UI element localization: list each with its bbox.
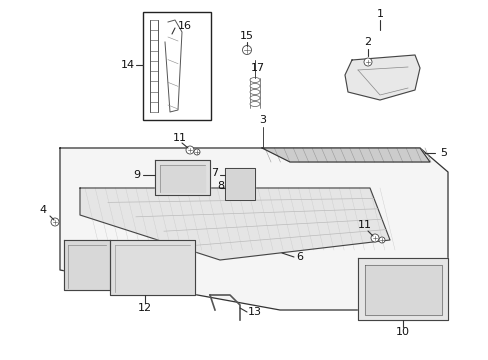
Text: 12: 12 [138,303,152,313]
Polygon shape [364,265,441,315]
Text: 16: 16 [178,21,192,31]
Text: 6: 6 [295,252,303,262]
Ellipse shape [249,102,260,107]
Circle shape [370,234,378,242]
Circle shape [185,146,194,154]
Circle shape [363,58,371,66]
Text: 7: 7 [210,168,218,178]
Text: 8: 8 [217,181,224,191]
Text: 4: 4 [40,205,46,215]
Ellipse shape [249,84,260,89]
Polygon shape [60,148,447,310]
Ellipse shape [249,77,260,82]
Text: 13: 13 [247,307,262,317]
Circle shape [378,237,384,243]
Text: 17: 17 [250,63,264,73]
Circle shape [242,45,251,54]
Polygon shape [224,168,254,200]
Circle shape [51,218,59,226]
Text: 11: 11 [173,133,186,143]
Polygon shape [64,240,110,290]
Polygon shape [110,240,195,295]
Text: 3: 3 [259,115,266,125]
Text: 5: 5 [439,148,446,158]
Text: 9: 9 [133,170,140,180]
Text: 14: 14 [121,60,135,70]
Circle shape [194,149,200,155]
Polygon shape [80,188,389,260]
Text: 10: 10 [395,327,409,337]
Text: 1: 1 [376,9,383,19]
Ellipse shape [249,95,260,100]
Polygon shape [262,148,429,162]
Polygon shape [160,165,204,192]
Text: 2: 2 [364,37,371,47]
Bar [142,12,210,120]
Text: 15: 15 [240,31,253,41]
Polygon shape [357,258,447,320]
Polygon shape [345,55,419,100]
Polygon shape [155,160,209,195]
Ellipse shape [249,90,260,94]
Text: 11: 11 [357,220,371,230]
